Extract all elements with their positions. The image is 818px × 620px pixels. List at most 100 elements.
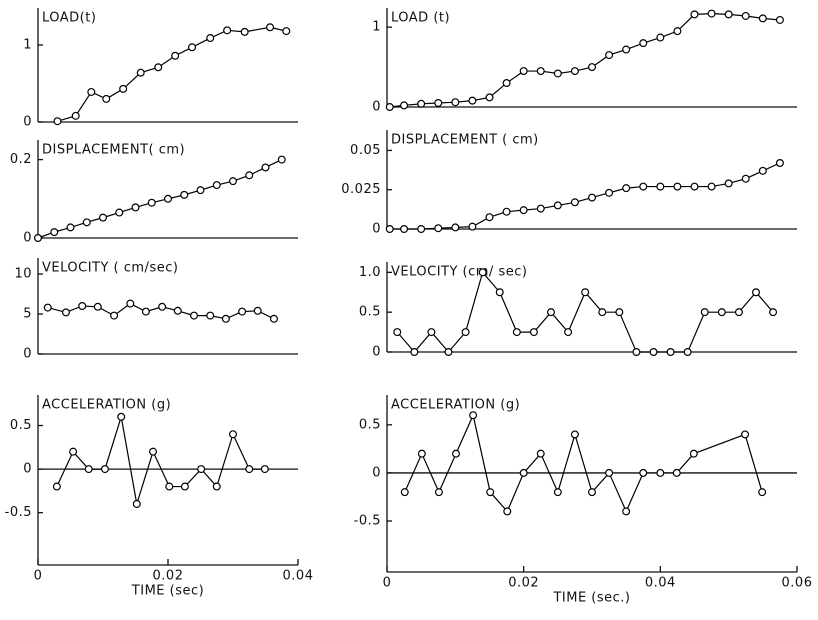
data-point xyxy=(393,328,402,337)
data-line xyxy=(37,159,283,239)
data-point xyxy=(260,465,269,474)
y-tick-label: 0.5 xyxy=(359,305,381,320)
data-point xyxy=(173,306,182,315)
data-point xyxy=(50,228,59,237)
data-point xyxy=(223,26,232,35)
data-point xyxy=(154,63,163,72)
panel-title: DISPLACEMENT ( cm) xyxy=(391,133,539,148)
data-point xyxy=(52,482,61,491)
data-point xyxy=(149,447,158,456)
data-point xyxy=(468,222,477,231)
data-point xyxy=(519,468,528,477)
data-point xyxy=(451,98,460,107)
data-point xyxy=(622,184,631,193)
data-point xyxy=(165,482,174,491)
x-axis-label: TIME (sec) xyxy=(131,584,204,599)
data-point xyxy=(69,447,78,456)
y-tick-label: 0.5 xyxy=(359,417,381,432)
data-point xyxy=(486,488,495,497)
data-point xyxy=(519,206,528,215)
data-line xyxy=(396,271,774,353)
data-point xyxy=(502,207,511,216)
data-point xyxy=(553,201,562,210)
data-point xyxy=(605,51,614,60)
data-point xyxy=(656,468,665,477)
data-point xyxy=(769,308,778,317)
data-point xyxy=(605,468,614,477)
data-line xyxy=(57,26,287,122)
data-point xyxy=(87,87,96,96)
data-point xyxy=(229,177,238,186)
x-axis-label: TIME (sec.) xyxy=(552,591,630,606)
data-point xyxy=(536,449,545,458)
y-tick-label: 0 xyxy=(23,462,32,477)
data-point xyxy=(639,39,648,48)
panel-title: ACCELERATION (g) xyxy=(391,398,520,413)
data-point xyxy=(553,488,562,497)
data-point xyxy=(188,43,197,52)
x-tick-label: 0 xyxy=(34,569,43,584)
data-point xyxy=(452,449,461,458)
data-point xyxy=(689,449,698,458)
data-point xyxy=(512,328,521,337)
data-point xyxy=(115,208,124,217)
data-point xyxy=(581,288,590,297)
y-tick-label: 0 xyxy=(372,100,381,115)
data-point xyxy=(245,171,254,180)
data-point xyxy=(587,193,596,202)
data-point xyxy=(212,482,221,491)
y-tick-label: 0.5 xyxy=(10,418,32,433)
data-point xyxy=(587,63,596,72)
data-point xyxy=(529,328,538,337)
data-point xyxy=(196,186,205,195)
data-point xyxy=(102,94,111,103)
data-point xyxy=(53,117,62,126)
data-point xyxy=(717,308,726,317)
panel-title: LOAD(t) xyxy=(42,11,96,26)
data-point xyxy=(190,311,199,320)
data-point xyxy=(485,213,494,222)
y-tick-label: 1 xyxy=(23,37,32,52)
data-line xyxy=(389,162,781,230)
data-point xyxy=(751,288,760,297)
data-point xyxy=(98,213,107,222)
data-point xyxy=(434,99,443,108)
data-point xyxy=(570,430,579,439)
data-point xyxy=(269,314,278,323)
data-point xyxy=(82,218,91,227)
y-tick-label: 0.2 xyxy=(10,152,32,167)
data-point xyxy=(469,411,478,420)
data-point xyxy=(690,10,699,19)
y-tick-label: 10 xyxy=(14,267,32,282)
y-tick-label: -0.5 xyxy=(5,505,32,520)
y-tick-label: 0 xyxy=(372,345,381,360)
data-point xyxy=(93,302,102,311)
y-tick-label: 0.05 xyxy=(350,143,381,158)
data-point xyxy=(673,27,682,36)
data-point xyxy=(690,182,699,191)
x-tick-label: 0.02 xyxy=(153,569,184,584)
data-point xyxy=(553,69,562,78)
panel-title: ACCELERATION (g) xyxy=(42,398,171,413)
data-point xyxy=(758,488,767,497)
data-point xyxy=(147,198,156,207)
data-point xyxy=(240,27,249,36)
data-point xyxy=(277,155,286,164)
panel-title: DISPLACEMENT( cm) xyxy=(42,143,185,158)
data-point xyxy=(119,84,128,93)
data-point xyxy=(180,190,189,199)
data-point xyxy=(639,182,648,191)
data-point xyxy=(468,96,477,105)
data-point xyxy=(417,225,426,234)
data-line xyxy=(389,12,780,108)
data-point xyxy=(666,348,675,357)
data-point xyxy=(253,306,262,315)
data-point xyxy=(649,348,658,357)
panel-title: VELOCITY ( cm/sec) xyxy=(42,261,178,276)
y-tick-label: -0.5 xyxy=(354,514,381,529)
data-point xyxy=(136,68,145,77)
x-tick-label: 0 xyxy=(383,576,392,591)
data-point xyxy=(282,27,291,36)
data-point xyxy=(724,10,733,19)
data-point xyxy=(131,203,140,212)
